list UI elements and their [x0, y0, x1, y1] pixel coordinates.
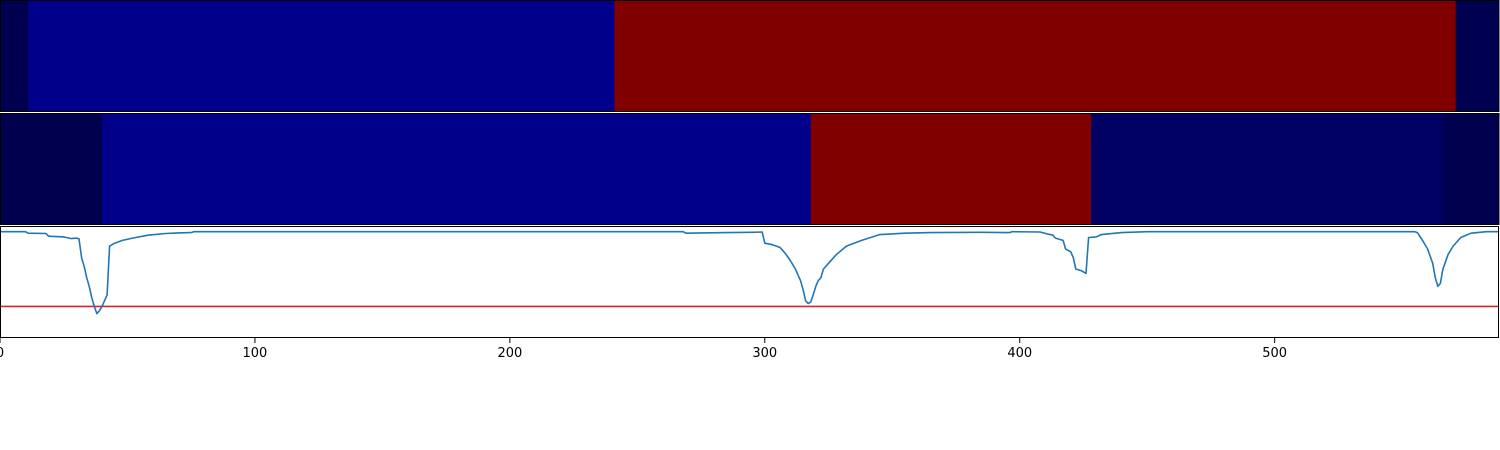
panel-frame [0, 226, 1499, 338]
panel-frame [0, 0, 1499, 112]
x-axis: 0 100 200 300 400 500 [0, 338, 1287, 361]
x-tick-label: 0 [0, 346, 4, 361]
heatmap-segment [101, 113, 812, 225]
heatmap-segment [0, 0, 29, 112]
x-tick-label: 400 [1007, 346, 1032, 361]
x-tick-label: 100 [243, 346, 268, 361]
series-line [0, 230, 1499, 315]
panel-frame [0, 113, 1499, 225]
x-tick-label: 300 [752, 346, 777, 361]
heatmap-segment [614, 0, 1457, 112]
line-panel-bottom [0, 226, 1499, 338]
x-tick-label: 500 [1262, 346, 1287, 361]
x-tick-label: 200 [497, 346, 522, 361]
heatmap-segment [28, 0, 615, 112]
heatmap-segment [1455, 0, 1500, 112]
heatmap-segment [810, 113, 1092, 225]
heatmap-segment [1091, 113, 1444, 225]
line-plot-area [0, 230, 1499, 315]
heatmap-segment [1442, 113, 1500, 225]
heatmap-panel-middle [0, 113, 1500, 225]
heatmap-panel-top [0, 0, 1500, 112]
heatmap-segment [0, 113, 103, 225]
